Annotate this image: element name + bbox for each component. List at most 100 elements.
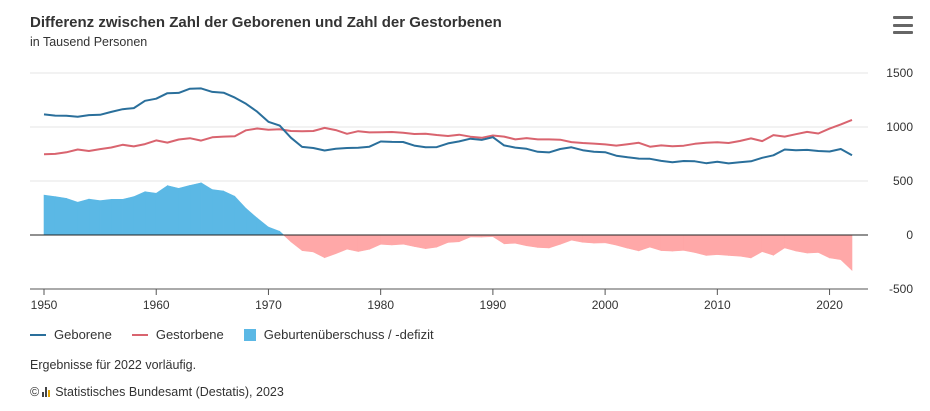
deficit-area-segment bbox=[380, 234, 393, 246]
deficit-area-segment bbox=[627, 234, 640, 252]
surplus-area-segment bbox=[212, 189, 224, 236]
deficit-area-segment bbox=[335, 234, 348, 255]
y-axis: -500 0 500 1000 1500 bbox=[886, 66, 913, 296]
legend-label-deaths: Gestorbene bbox=[155, 327, 224, 342]
x-tick-label: 1980 bbox=[367, 298, 394, 312]
deficit-area-segment bbox=[436, 234, 449, 248]
surplus-area-segment bbox=[144, 191, 157, 236]
deficit-area-segment bbox=[784, 234, 797, 252]
gridlines bbox=[30, 72, 868, 182]
deficit-area-segment bbox=[717, 234, 729, 256]
deficit-area-segment bbox=[672, 234, 684, 252]
surplus-area-segment bbox=[66, 197, 78, 236]
legend-label-births: Geborene bbox=[54, 327, 112, 342]
y-tick-label: 1500 bbox=[886, 66, 913, 80]
x-tick-label: 1960 bbox=[143, 298, 170, 312]
x-axis: 1950 1960 1970 1980 1990 2000 2010 2020 bbox=[30, 288, 868, 312]
surplus-area-segment bbox=[223, 190, 236, 236]
surplus-area-segment bbox=[189, 182, 202, 236]
deficit-area-segment bbox=[492, 234, 505, 245]
deficit-area-segment bbox=[391, 234, 404, 246]
deficit-area-segment bbox=[593, 234, 606, 244]
surplus-area-segment bbox=[133, 191, 146, 236]
source-text: Statistisches Bundesamt (Destatis), 2023 bbox=[55, 385, 284, 399]
deficit-area-segment bbox=[282, 234, 292, 243]
legend: Geborene Gestorbene Geburtenüberschuss /… bbox=[30, 327, 454, 342]
deficit-area-segment bbox=[818, 234, 830, 259]
surplus-area-segment bbox=[279, 230, 285, 236]
source-credit: © Statistisches Bundesamt (Destatis), 20… bbox=[30, 385, 284, 399]
deficit-area-segment bbox=[683, 234, 696, 253]
deficit-area-segment bbox=[290, 234, 303, 252]
deficit-area-segment bbox=[750, 234, 763, 259]
y-tick-label: 500 bbox=[893, 174, 913, 188]
x-tick-label: 2000 bbox=[592, 298, 619, 312]
surplus-area-segment bbox=[234, 195, 247, 236]
deficit-area-segment bbox=[571, 234, 583, 243]
deficit-area-segment bbox=[548, 234, 561, 249]
deficit-area-segment bbox=[840, 234, 853, 272]
y-tick-label: 0 bbox=[906, 228, 913, 242]
deficit-area-segment bbox=[324, 234, 337, 259]
deficit-area-segment bbox=[806, 234, 819, 254]
legend-label-balance: Geburtenüberschuss / -defizit bbox=[263, 327, 434, 342]
legend-item-births[interactable]: Geborene bbox=[30, 327, 112, 342]
deaths-line bbox=[43, 118, 853, 156]
deficit-area-segment bbox=[649, 234, 662, 251]
surplus-area-segment bbox=[245, 207, 258, 236]
x-tick-label: 1990 bbox=[480, 298, 507, 312]
deficit-area-segment bbox=[515, 234, 527, 247]
surplus-area-segment bbox=[111, 199, 123, 236]
deficit-area-segment bbox=[346, 234, 359, 252]
surplus-area-segment bbox=[268, 226, 280, 236]
deficit-area-segment bbox=[638, 234, 651, 252]
hamburger-menu-icon[interactable] bbox=[893, 16, 913, 34]
deficit-area-segment bbox=[357, 234, 370, 252]
x-tick-label: 2010 bbox=[704, 298, 731, 312]
deficit-area-segment bbox=[559, 234, 572, 245]
deficit-area-segment bbox=[425, 234, 438, 249]
copyright-symbol: © bbox=[30, 385, 40, 399]
chart-title: Differenz zwischen Zahl der Geborenen un… bbox=[30, 14, 502, 31]
deficit-area-segment bbox=[503, 234, 516, 245]
deficit-area-segment bbox=[739, 234, 752, 259]
surplus-area-segment bbox=[88, 198, 101, 236]
deficit-area-segment bbox=[313, 234, 325, 259]
deficit-area-segment bbox=[694, 234, 707, 256]
surplus-area-segment bbox=[200, 182, 213, 236]
deaths-line-icon bbox=[131, 333, 148, 336]
deficit-area-segment bbox=[705, 234, 718, 256]
deficit-area-segment bbox=[829, 234, 842, 260]
surplus-area-segment bbox=[77, 198, 90, 236]
deficit-area-segment bbox=[616, 234, 628, 249]
deficit-area-segment bbox=[458, 234, 471, 243]
destatis-logo-icon bbox=[42, 387, 51, 397]
balance-swatch-icon bbox=[243, 328, 256, 341]
chart-subtitle: in Tausend Personen bbox=[30, 35, 148, 49]
surplus-area-segment bbox=[99, 199, 112, 236]
legend-item-deaths[interactable]: Gestorbene bbox=[131, 327, 224, 342]
deficit-area-segment bbox=[537, 234, 550, 249]
deficit-area-segment bbox=[369, 234, 381, 250]
deficit-area-segment bbox=[728, 234, 741, 257]
deficit-area-segment bbox=[582, 234, 595, 244]
x-tick-label: 1970 bbox=[255, 298, 282, 312]
deficit-area-segment bbox=[660, 234, 673, 252]
surplus-area-segment bbox=[167, 185, 179, 236]
births-line-icon bbox=[30, 333, 46, 336]
deficit-area-segment bbox=[604, 234, 617, 246]
deficit-area-segment bbox=[795, 234, 808, 254]
deficit-area-segment bbox=[526, 234, 539, 248]
x-tick-label: 2020 bbox=[816, 298, 843, 312]
legend-item-balance[interactable]: Geburtenüberschuss / -defizit bbox=[243, 327, 434, 342]
surplus-area-segment bbox=[54, 196, 67, 236]
surplus-area-segment bbox=[43, 194, 56, 236]
births-line bbox=[43, 87, 853, 165]
surplus-area-segment bbox=[178, 185, 191, 236]
deficit-area-segment bbox=[402, 234, 415, 247]
deficit-area-segment bbox=[447, 234, 460, 243]
footnote: Ergebnisse für 2022 vorläufig. bbox=[30, 358, 197, 372]
deficit-area-segment bbox=[414, 234, 426, 249]
y-tick-label: 1000 bbox=[886, 120, 913, 134]
